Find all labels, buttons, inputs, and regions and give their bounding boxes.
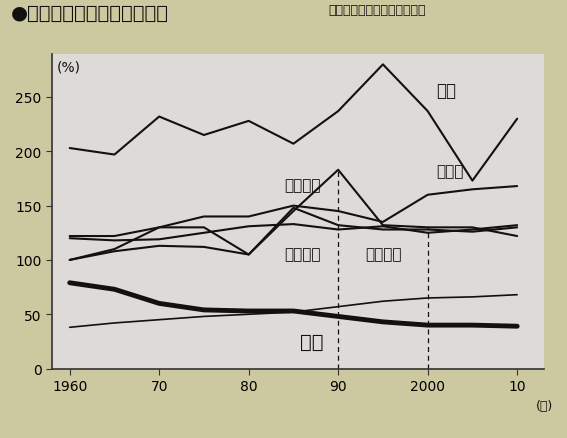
- Text: 日本: 日本: [299, 332, 323, 351]
- Text: 資料：農水省「食料需給表」: 資料：農水省「食料需給表」: [329, 4, 426, 18]
- Text: カナダ: カナダ: [437, 164, 464, 179]
- Text: ●先進国の年次別食料自給率: ●先進国の年次別食料自給率: [11, 4, 170, 23]
- Text: 豪州: 豪州: [437, 82, 456, 100]
- Text: アメリカ: アメリカ: [365, 247, 401, 261]
- Text: イギリス: イギリス: [285, 247, 321, 261]
- Text: (年): (年): [536, 399, 553, 412]
- Text: フランス: フランス: [285, 178, 321, 193]
- Text: (%): (%): [56, 60, 81, 74]
